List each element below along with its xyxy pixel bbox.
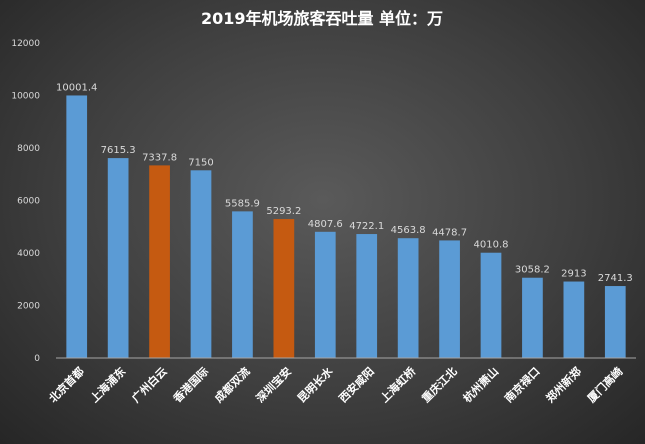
bar [397,238,419,358]
x-tick-label: 西安咸阳 [336,364,377,405]
x-tick-label: 厦门高崎 [584,364,625,405]
y-tick-label: 12000 [11,39,40,49]
data-label: 7615.3 [101,145,136,156]
data-label: 4722.1 [349,221,384,232]
x-tick-label: 昆明长水 [294,364,336,406]
y-tick-label: 2000 [17,302,40,312]
y-tick-label: 4000 [17,249,40,259]
bar [273,219,295,358]
x-tick-label: 广州白云 [129,364,170,405]
bar [232,211,253,358]
x-tick-label: 上海浦东 [87,364,128,405]
x-tick-label: 杭州萧山 [460,364,501,405]
data-label: 4010.8 [474,240,509,251]
bar [314,231,336,358]
x-tick-label: 上海虹桥 [377,364,419,406]
bar [439,240,460,358]
x-tick-label: 成都双流 [212,364,253,405]
data-labels: 10001.4 7615.3 7337.8 7150 5585.9 5293.2 4807.… [56,82,633,284]
data-label: 5293.2 [266,206,301,217]
x-axis: 北京首都 上海浦东 广州白云 香港国际 成都双流 深圳宝安 昆明长水 西安咸阳 上海虹桥 重庆江北… [46,357,636,406]
bar [563,281,585,358]
data-label: 4563.8 [391,225,426,236]
x-tick-label: 郑州新郑 [543,364,584,405]
bar [190,170,212,358]
bars [66,95,626,358]
data-label: 10001.4 [56,82,97,93]
x-tick-label: 北京首都 [46,364,87,405]
x-tick-label: 重庆江北 [419,364,460,405]
bar [522,277,543,358]
y-tick-label: 10000 [11,92,40,102]
data-label: 4478.7 [432,227,467,238]
bar [66,95,88,358]
y-tick-label: 0 [34,354,40,364]
data-label: 7150 [188,157,213,168]
y-tick-label: 8000 [17,144,40,154]
bar [149,165,170,358]
bar [604,286,626,358]
bar [107,158,129,358]
data-label: 2741.3 [598,273,633,284]
bar [356,234,378,358]
data-label: 4807.6 [308,219,343,230]
data-label: 3058.2 [515,265,550,276]
chart-title: 2019年机场旅客吞吐量 单位：万 [201,9,443,28]
bar [480,252,502,358]
data-label: 5585.9 [225,198,260,209]
data-label: 2913 [561,269,586,280]
y-axis: 0 2000 4000 6000 8000 10000 12000 [11,39,40,364]
x-tick-label: 南京禄口 [502,364,543,405]
data-label: 7337.8 [142,152,177,163]
x-tick-label: 深圳宝安 [253,364,294,405]
y-tick-label: 6000 [17,197,40,207]
x-tick-label: 香港国际 [169,364,211,406]
